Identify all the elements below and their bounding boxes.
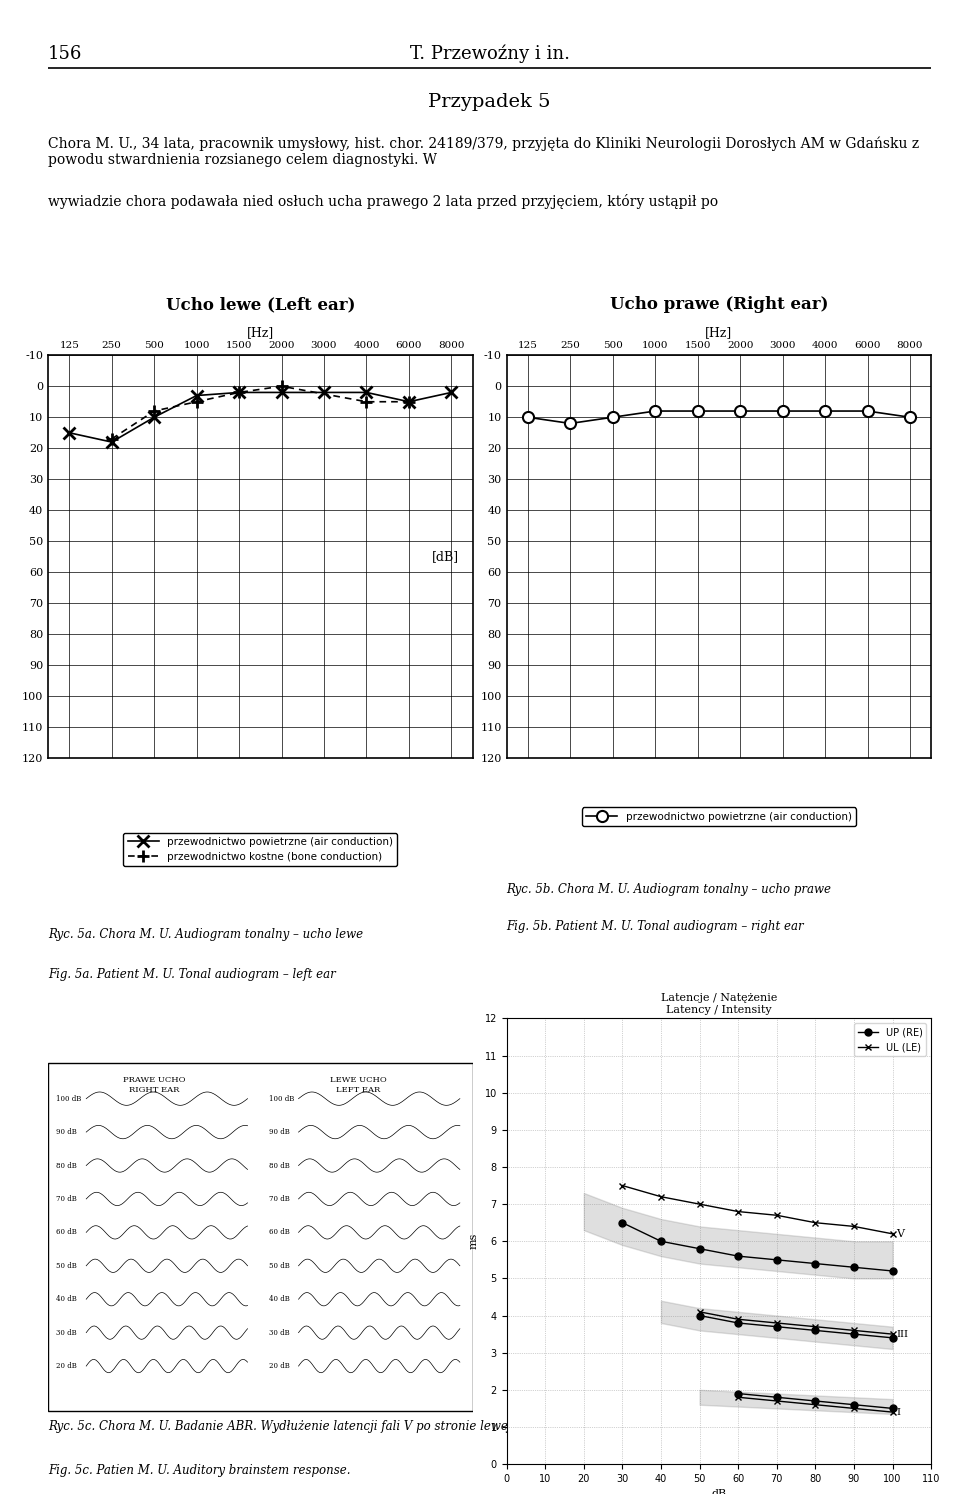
Text: Fig. 5c. Patien M. U. Auditory brainstem response.: Fig. 5c. Patien M. U. Auditory brainstem… [48, 1464, 350, 1478]
Text: 30 dB: 30 dB [269, 1328, 289, 1337]
Text: 90 dB: 90 dB [57, 1128, 77, 1135]
UP (RE) [849, 1258, 860, 1276]
Title: Ucho prawe (Right ear): Ucho prawe (Right ear) [610, 296, 828, 314]
Text: 70 dB: 70 dB [57, 1195, 77, 1203]
Text: V: V [897, 1230, 904, 1239]
Legend: UP (RE), UL (LE): UP (RE), UL (LE) [854, 1023, 926, 1056]
UP (RE) [732, 1247, 744, 1265]
UP (RE) [809, 1255, 821, 1273]
UL (LE) [771, 1206, 782, 1224]
UL (LE) [887, 1225, 899, 1243]
Text: wywiadzie chora podawała nied osłuch ucha prawego 2 lata przed przyjęciem, który: wywiadzie chora podawała nied osłuch uch… [48, 194, 718, 209]
Text: 20 dB: 20 dB [57, 1363, 77, 1370]
Text: 50 dB: 50 dB [57, 1262, 77, 1270]
UP (RE) [694, 1240, 706, 1258]
X-axis label: dB: dB [711, 1490, 727, 1494]
Text: Chora M. U., 34 lata, pracownik umysłowy, hist. chor. 24189/379, przyjęta do Kli: Chora M. U., 34 lata, pracownik umysłowy… [48, 136, 919, 167]
Line: UL (LE): UL (LE) [619, 1182, 896, 1237]
UP (RE) [656, 1233, 667, 1250]
Text: 50 dB: 50 dB [269, 1262, 290, 1270]
Text: 80 dB: 80 dB [269, 1161, 290, 1170]
Text: 40 dB: 40 dB [57, 1295, 77, 1303]
Y-axis label: ms: ms [468, 1233, 479, 1249]
UL (LE) [849, 1218, 860, 1236]
Title: Latencje / Natężenie
Latency / Intensity: Latencje / Natężenie Latency / Intensity [660, 994, 777, 1014]
Text: LEWE UCHO
LEFT EAR: LEWE UCHO LEFT EAR [329, 1076, 386, 1094]
Y-axis label: [dB]: [dB] [432, 550, 459, 563]
UL (LE) [732, 1203, 744, 1221]
UL (LE) [694, 1195, 706, 1213]
Text: 60 dB: 60 dB [57, 1228, 77, 1237]
X-axis label: [Hz]: [Hz] [706, 326, 732, 339]
Text: Ryc. 5a. Chora M. U. Audiogram tonalny – ucho lewe: Ryc. 5a. Chora M. U. Audiogram tonalny –… [48, 928, 363, 941]
Text: T. Przewoźny i in.: T. Przewoźny i in. [410, 45, 569, 63]
Text: PRAWE UCHO
RIGHT EAR: PRAWE UCHO RIGHT EAR [123, 1076, 185, 1094]
Text: 90 dB: 90 dB [269, 1128, 290, 1135]
Title: Ucho lewe (Left ear): Ucho lewe (Left ear) [165, 296, 355, 314]
Text: I: I [897, 1407, 900, 1416]
X-axis label: [Hz]: [Hz] [247, 326, 274, 339]
Text: 30 dB: 30 dB [57, 1328, 77, 1337]
UL (LE) [616, 1177, 628, 1195]
Text: III: III [897, 1330, 908, 1339]
FancyBboxPatch shape [48, 1064, 472, 1410]
Text: Ryc. 5b. Chora M. U. Audiogram tonalny – ucho prawe: Ryc. 5b. Chora M. U. Audiogram tonalny –… [507, 883, 831, 896]
Text: Fig. 5a. Patient M. U. Tonal audiogram – left ear: Fig. 5a. Patient M. U. Tonal audiogram –… [48, 968, 336, 982]
Text: Fig. 5b. Patient M. U. Tonal audiogram – right ear: Fig. 5b. Patient M. U. Tonal audiogram –… [507, 920, 804, 932]
Text: Ryc. 5c. Chora M. U. Badanie ABR. Wydłużenie latencji fali V po stronie lewej: Ryc. 5c. Chora M. U. Badanie ABR. Wydłuż… [48, 1419, 512, 1433]
Text: 156: 156 [48, 45, 83, 63]
UP (RE) [771, 1250, 782, 1268]
Text: Przypadek 5: Przypadek 5 [428, 93, 551, 111]
Text: 100 dB: 100 dB [269, 1095, 294, 1103]
Text: 70 dB: 70 dB [269, 1195, 290, 1203]
Line: UP (RE): UP (RE) [619, 1219, 896, 1274]
Legend: przewodnictwo powietrzne (air conduction): przewodnictwo powietrzne (air conduction… [582, 807, 856, 826]
Text: 40 dB: 40 dB [269, 1295, 290, 1303]
Text: 100 dB: 100 dB [57, 1095, 82, 1103]
Text: 20 dB: 20 dB [269, 1363, 290, 1370]
Text: 60 dB: 60 dB [269, 1228, 290, 1237]
UP (RE) [616, 1213, 628, 1231]
Legend: przewodnictwo powietrzne (air conduction), przewodnictwo kostne (bone conduction: przewodnictwo powietrzne (air conduction… [123, 832, 397, 867]
UP (RE) [887, 1262, 899, 1280]
Text: 80 dB: 80 dB [57, 1161, 77, 1170]
UL (LE) [656, 1188, 667, 1206]
UL (LE) [809, 1213, 821, 1231]
